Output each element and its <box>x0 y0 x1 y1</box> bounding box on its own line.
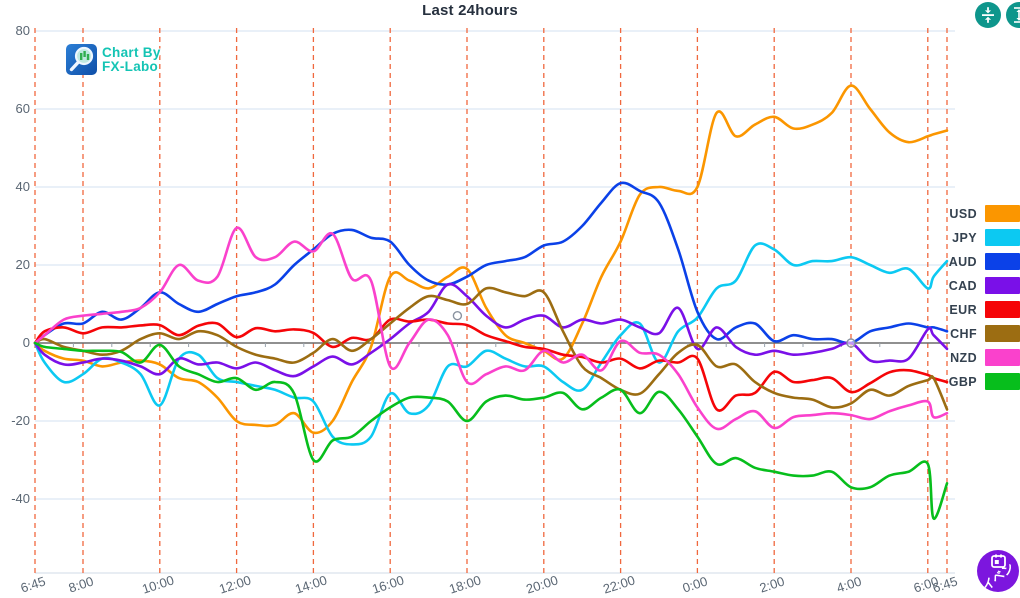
y-axis-label: -40 <box>11 491 30 506</box>
hover-marker-eur <box>452 311 463 321</box>
legend-label: NZD <box>950 350 977 365</box>
event-button[interactable]: イベン <box>977 550 1019 592</box>
series-line-eur <box>33 317 949 412</box>
legend-item-gbp[interactable]: GBP <box>949 373 1020 390</box>
legend-label: USD <box>949 206 977 221</box>
legend-swatch <box>985 301 1020 318</box>
legend-label: CAD <box>948 278 977 293</box>
legend-swatch <box>985 205 1020 222</box>
legend-item-jpy[interactable]: JPY <box>949 229 1020 246</box>
y-axis-label: 60 <box>15 101 30 116</box>
legend-item-nzd[interactable]: NZD <box>949 349 1020 366</box>
series-line-cad <box>33 282 949 378</box>
legend-label: AUD <box>948 254 977 269</box>
legend-item-usd[interactable]: USD <box>949 205 1020 222</box>
y-axis-label: 40 <box>15 179 30 194</box>
legend-swatch <box>985 325 1020 342</box>
y-axis-label: 0 <box>22 335 30 350</box>
series-line-gbp <box>33 341 949 520</box>
y-axis-label: -20 <box>11 413 30 428</box>
fit-vertical-icon <box>982 7 994 23</box>
legend-item-eur[interactable]: EUR <box>949 301 1020 318</box>
series-line-chf <box>33 286 949 411</box>
series-line-aud <box>33 181 949 345</box>
legend-label: CHF <box>950 326 977 341</box>
legend-item-cad[interactable]: CAD <box>949 277 1020 294</box>
legend-swatch <box>985 229 1020 246</box>
page-title: Last 24hours <box>422 2 518 19</box>
expand-vertical-button[interactable] <box>1006 2 1020 28</box>
series-line-jpy <box>33 242 949 446</box>
y-axis-label: 20 <box>15 257 30 272</box>
y-axis-label: 80 <box>15 23 30 38</box>
hover-marker-cad <box>846 338 856 348</box>
fit-vertical-button[interactable] <box>975 2 1001 28</box>
legend: USD JPY AUD CAD EUR CHF NZD GBP <box>949 205 1020 390</box>
legend-swatch <box>985 373 1020 390</box>
expand-vertical-icon <box>1014 7 1020 23</box>
legend-swatch <box>985 277 1020 294</box>
legend-item-chf[interactable]: CHF <box>949 325 1020 342</box>
legend-label: JPY <box>952 230 977 245</box>
legend-label: GBP <box>948 374 977 389</box>
legend-swatch <box>985 253 1020 270</box>
legend-swatch <box>985 349 1020 366</box>
series-line-nzd <box>33 226 949 431</box>
calendar-icon <box>991 554 1006 568</box>
legend-item-aud[interactable]: AUD <box>949 253 1020 270</box>
watermark: Chart By FX-Labo <box>66 44 161 75</box>
watermark-text: Chart By FX-Labo <box>102 44 161 74</box>
fx-labo-logo-icon <box>66 44 97 75</box>
legend-label: EUR <box>949 302 977 317</box>
